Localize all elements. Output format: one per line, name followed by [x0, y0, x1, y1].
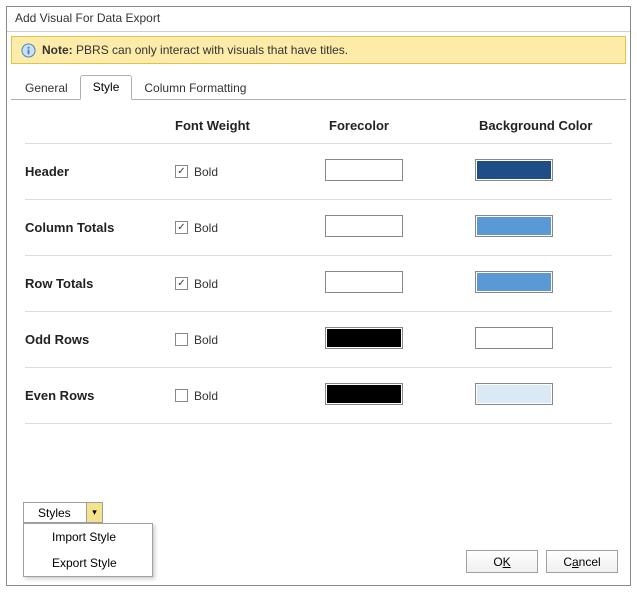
style-row: Odd Rows Bold: [25, 311, 612, 367]
note-text: PBRS can only interact with visuals that…: [76, 43, 348, 57]
background-swatch[interactable]: [475, 383, 553, 405]
forecolor-swatch[interactable]: [325, 215, 403, 237]
grid-header: Font Weight Forecolor Background Color: [25, 112, 612, 143]
tabstrip: General Style Column Formatting: [7, 68, 630, 99]
bold-label: Bold: [194, 333, 218, 347]
ok-label-prefix: O: [493, 555, 502, 569]
style-row: Row Totals Bold: [25, 255, 612, 311]
dialog-buttons: OK Cancel: [466, 550, 618, 573]
styles-dropdown: Styles ▾ Import Style Export Style: [23, 502, 103, 523]
col-header-background: Background Color: [475, 118, 625, 133]
tab-general[interactable]: General: [13, 77, 80, 100]
forecolor-swatch[interactable]: [325, 159, 403, 181]
row-label: Column Totals: [25, 220, 175, 235]
background-swatch[interactable]: [475, 271, 553, 293]
style-panel: Font Weight Forecolor Background Color H…: [11, 99, 626, 424]
cancel-label-ul: a: [572, 555, 579, 569]
bold-label: Bold: [194, 221, 218, 235]
forecolor-swatch[interactable]: [325, 271, 403, 293]
bold-label: Bold: [194, 277, 218, 291]
bold-checkbox[interactable]: [175, 221, 188, 234]
row-label: Header: [25, 164, 175, 179]
bold-checkbox[interactable]: [175, 277, 188, 290]
style-row: Column Totals Bold: [25, 199, 612, 255]
ok-label-ul: K: [503, 555, 511, 569]
info-icon: [20, 42, 36, 58]
style-row: Header Bold: [25, 143, 612, 199]
background-swatch[interactable]: [475, 215, 553, 237]
note-label: Note:: [42, 43, 73, 57]
forecolor-swatch[interactable]: [325, 327, 403, 349]
bold-checkbox[interactable]: [175, 333, 188, 346]
tab-style[interactable]: Style: [80, 75, 133, 100]
row-label: Even Rows: [25, 388, 175, 403]
styles-button[interactable]: Styles ▾: [23, 502, 103, 523]
background-swatch[interactable]: [475, 159, 553, 181]
bold-checkbox[interactable]: [175, 389, 188, 402]
styles-button-label: Styles: [38, 506, 71, 520]
row-label: Row Totals: [25, 276, 175, 291]
styles-menu: Import Style Export Style: [23, 523, 153, 577]
note-banner: Note: PBRS can only interact with visual…: [11, 36, 626, 64]
cancel-label-suffix: ncel: [579, 555, 601, 569]
bold-checkbox[interactable]: [175, 165, 188, 178]
dialog-title: Add Visual For Data Export: [7, 7, 630, 32]
bold-label: Bold: [194, 389, 218, 403]
dialog: Add Visual For Data Export Note: PBRS ca…: [6, 6, 631, 586]
col-header-fontweight: Font Weight: [175, 118, 325, 133]
background-swatch[interactable]: [475, 327, 553, 349]
chevron-down-icon: ▾: [86, 503, 102, 522]
cancel-label-prefix: C: [563, 555, 572, 569]
col-header-forecolor: Forecolor: [325, 118, 475, 133]
forecolor-swatch[interactable]: [325, 383, 403, 405]
menu-import-style[interactable]: Import Style: [24, 524, 152, 550]
ok-button[interactable]: OK: [466, 550, 538, 573]
menu-export-style[interactable]: Export Style: [24, 550, 152, 576]
style-row: Even Rows Bold: [25, 367, 612, 423]
row-label: Odd Rows: [25, 332, 175, 347]
cancel-button[interactable]: Cancel: [546, 550, 618, 573]
bold-label: Bold: [194, 165, 218, 179]
tab-column-formatting[interactable]: Column Formatting: [132, 77, 258, 100]
note-text-wrap: Note: PBRS can only interact with visual…: [42, 43, 348, 57]
